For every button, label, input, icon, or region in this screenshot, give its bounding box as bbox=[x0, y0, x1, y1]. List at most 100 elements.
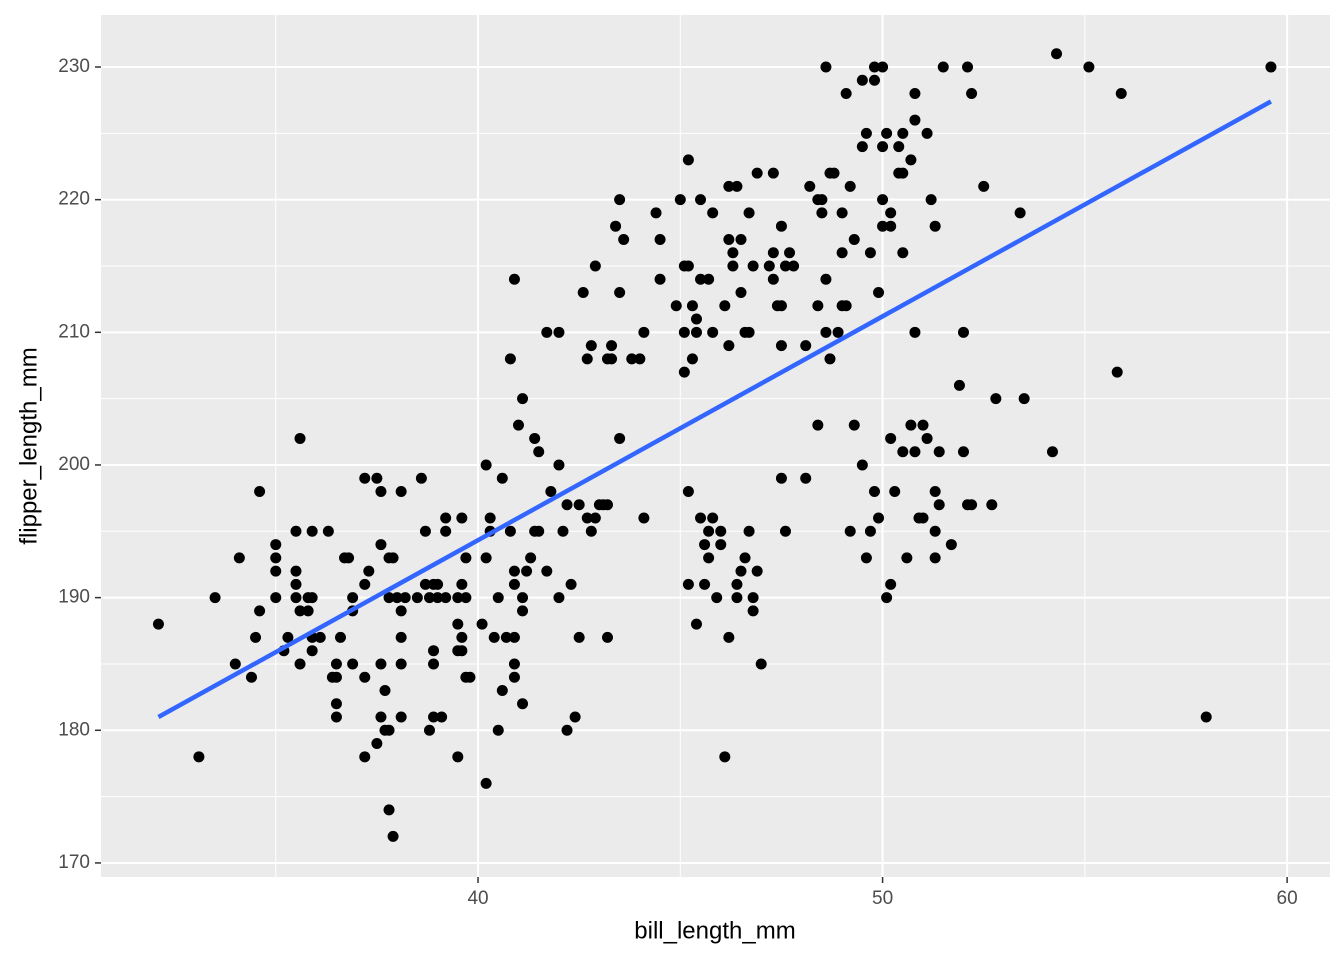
point bbox=[877, 194, 889, 206]
point bbox=[703, 552, 715, 564]
point bbox=[508, 631, 520, 643]
point bbox=[529, 432, 541, 444]
point bbox=[428, 658, 440, 670]
y-tick-label: 220 bbox=[58, 189, 90, 210]
point bbox=[723, 631, 735, 643]
point bbox=[387, 830, 399, 842]
point bbox=[654, 233, 666, 245]
point bbox=[779, 525, 791, 537]
point bbox=[751, 565, 763, 577]
point bbox=[885, 432, 897, 444]
point bbox=[966, 499, 978, 511]
point bbox=[456, 578, 468, 590]
y-axis-title: flipper_length_mm bbox=[15, 347, 42, 544]
point bbox=[375, 486, 387, 498]
point bbox=[957, 446, 969, 458]
point bbox=[727, 260, 739, 272]
trend-line bbox=[157, 99, 1273, 719]
point bbox=[270, 592, 282, 604]
x-tick-label: 50 bbox=[872, 888, 893, 909]
point bbox=[1014, 207, 1026, 219]
point bbox=[330, 711, 342, 723]
point bbox=[856, 74, 868, 86]
point bbox=[521, 565, 533, 577]
point bbox=[836, 207, 848, 219]
point bbox=[868, 74, 880, 86]
point bbox=[674, 194, 686, 206]
point bbox=[909, 114, 921, 126]
point bbox=[330, 671, 342, 683]
point bbox=[848, 419, 860, 431]
point bbox=[306, 525, 318, 537]
point bbox=[557, 525, 569, 537]
point bbox=[573, 499, 585, 511]
point bbox=[699, 539, 711, 551]
point bbox=[953, 379, 965, 391]
point bbox=[306, 645, 318, 657]
point bbox=[828, 167, 840, 179]
point bbox=[690, 326, 702, 338]
point bbox=[302, 605, 314, 617]
point bbox=[703, 273, 715, 285]
point bbox=[868, 486, 880, 498]
point bbox=[411, 592, 423, 604]
point bbox=[767, 167, 779, 179]
point bbox=[480, 777, 492, 789]
point bbox=[606, 340, 618, 352]
point bbox=[929, 552, 941, 564]
point bbox=[399, 592, 411, 604]
point bbox=[699, 578, 711, 590]
point bbox=[966, 88, 978, 100]
point bbox=[460, 552, 472, 564]
point bbox=[881, 127, 893, 139]
point bbox=[254, 605, 266, 617]
point bbox=[375, 658, 387, 670]
point bbox=[804, 180, 816, 192]
point bbox=[553, 326, 565, 338]
point bbox=[877, 141, 889, 153]
point bbox=[686, 353, 698, 365]
point bbox=[1111, 366, 1123, 378]
point bbox=[1051, 48, 1063, 60]
point bbox=[763, 260, 775, 272]
point bbox=[695, 194, 707, 206]
point bbox=[375, 711, 387, 723]
point bbox=[747, 260, 759, 272]
point bbox=[428, 645, 440, 657]
point bbox=[553, 459, 565, 471]
y-tick-label: 170 bbox=[58, 852, 90, 873]
point bbox=[905, 419, 917, 431]
point bbox=[707, 512, 719, 524]
point bbox=[917, 419, 929, 431]
point bbox=[650, 207, 662, 219]
point bbox=[492, 724, 504, 736]
point bbox=[1200, 711, 1212, 723]
point bbox=[614, 194, 626, 206]
point bbox=[440, 525, 452, 537]
point bbox=[755, 658, 767, 670]
point bbox=[383, 724, 395, 736]
point bbox=[885, 220, 897, 232]
point bbox=[840, 300, 852, 312]
point bbox=[743, 326, 755, 338]
point bbox=[432, 578, 444, 590]
point bbox=[727, 247, 739, 259]
point bbox=[415, 472, 427, 484]
point bbox=[686, 300, 698, 312]
point bbox=[1083, 61, 1095, 73]
point bbox=[229, 658, 241, 670]
point bbox=[937, 61, 949, 73]
point bbox=[209, 592, 221, 604]
point bbox=[601, 499, 613, 511]
point bbox=[897, 127, 909, 139]
point bbox=[690, 618, 702, 630]
point bbox=[957, 326, 969, 338]
point bbox=[270, 539, 282, 551]
point bbox=[601, 631, 613, 643]
point bbox=[250, 631, 262, 643]
point bbox=[897, 167, 909, 179]
point bbox=[719, 300, 731, 312]
point bbox=[294, 605, 306, 617]
